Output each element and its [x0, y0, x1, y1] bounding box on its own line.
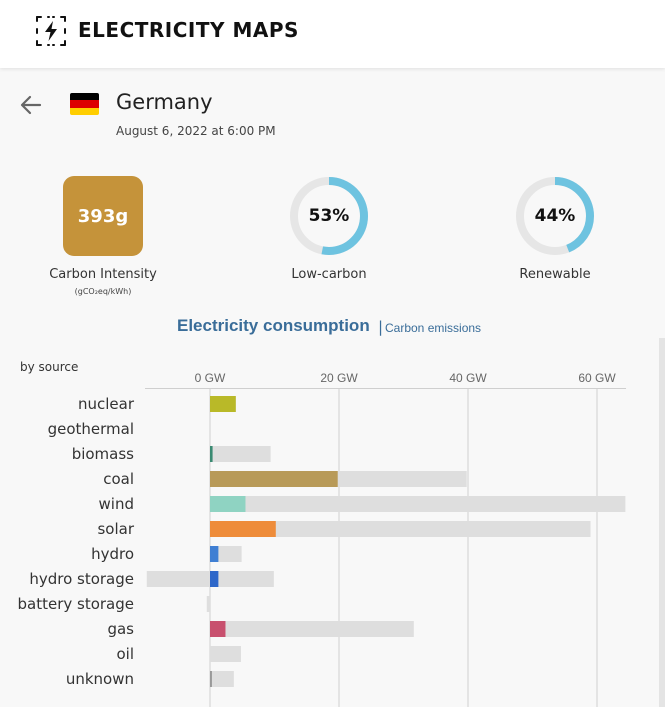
source-label: wind [99, 495, 134, 513]
low-carbon-label: Low-carbon [291, 267, 367, 282]
tab-carbon-emissions[interactable]: Carbon emissions [385, 321, 482, 335]
x-tick-label: 0 GW [195, 371, 226, 385]
tab-electricity-consumption[interactable]: Electricity consumption [177, 316, 370, 335]
carbon-intensity-label: Carbon Intensity [49, 267, 157, 282]
source-label: gas [107, 620, 134, 638]
capacity-bar [210, 671, 234, 687]
source-label: battery storage [18, 595, 135, 613]
production-bar [210, 446, 213, 462]
carbon-intensity-value: 393g [77, 205, 129, 227]
carbon-intensity-badge: 393g [63, 176, 143, 256]
tab-separator: | [378, 318, 384, 336]
zone-name: Germany [116, 90, 213, 114]
top-bar: ELECTRICITY MAPS [0, 0, 665, 68]
consumption-bar-chart: 0 GW 20 GW 40 GW 60 GW nuclear geothermal biom… [18, 371, 627, 707]
capacity-bar [210, 496, 626, 512]
renewable-value: 44% [534, 206, 576, 226]
back-arrow-icon[interactable] [18, 92, 44, 118]
production-bar [210, 546, 219, 562]
capacity-bar [210, 521, 591, 537]
renewable-label: Renewable [519, 267, 591, 282]
capacity-bar [210, 646, 241, 662]
germany-flag-icon [70, 93, 99, 115]
production-bar [210, 571, 219, 587]
low-carbon-ring[interactable]: 53% [289, 176, 369, 256]
x-tick-label: 40 GW [449, 371, 487, 385]
source-label: geothermal [48, 420, 134, 438]
x-tick-label: 20 GW [320, 371, 358, 385]
production-bar [210, 471, 338, 487]
production-bar [210, 521, 276, 537]
source-label: solar [97, 520, 134, 538]
production-bar [210, 396, 236, 412]
source-label: hydro storage [29, 570, 134, 588]
source-label: biomass [72, 445, 134, 463]
source-label: hydro [91, 545, 134, 563]
app-title[interactable]: ELECTRICITY MAPS [78, 18, 299, 42]
capacity-bar [210, 446, 271, 462]
carbon-intensity-unit: (gCO₂eq/kWh) [74, 287, 132, 296]
renewable-ring[interactable]: 44% [515, 176, 595, 256]
production-bar [210, 496, 246, 512]
capacity-bar [210, 621, 414, 637]
source-label: unknown [66, 670, 134, 688]
flag-stripe-black [70, 93, 99, 101]
x-tick-label: 60 GW [578, 371, 616, 385]
by-source-label: by source [20, 360, 79, 374]
scrollbar[interactable] [659, 338, 665, 707]
capacity-bar [206, 596, 210, 612]
production-bar [210, 621, 226, 637]
source-label: coal [103, 470, 134, 488]
source-label: nuclear [78, 395, 135, 413]
production-bar [210, 671, 212, 687]
low-carbon-ring-fill [290, 177, 368, 255]
low-carbon-value: 53% [308, 206, 350, 226]
flag-stripe-red [70, 100, 99, 108]
lightning-bolt-icon[interactable] [34, 14, 68, 48]
source-label: oil [116, 645, 134, 663]
renewable-ring-fill [516, 177, 594, 255]
zone-datetime: August 6, 2022 at 6:00 PM [116, 124, 276, 138]
flag-stripe-gold [70, 107, 99, 115]
